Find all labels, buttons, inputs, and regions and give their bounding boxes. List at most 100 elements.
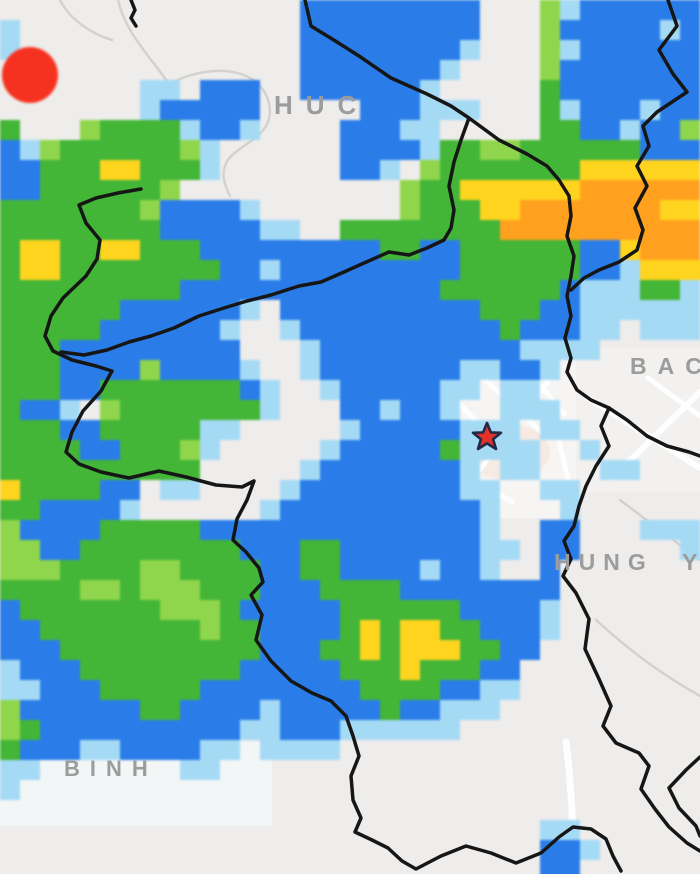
border-top-tip [129, 0, 138, 28]
radar-cell [500, 160, 520, 180]
radar-cell [120, 440, 140, 460]
radar-cell [540, 340, 560, 360]
radar-cell [520, 360, 540, 380]
radar-cell [140, 720, 160, 740]
radar-cell [200, 200, 220, 220]
radar-cell [380, 360, 400, 380]
radar-cell [420, 460, 440, 480]
radar-cell [540, 480, 560, 500]
radar-cell [660, 240, 680, 260]
radar-cell [380, 40, 400, 60]
radar-cell [520, 320, 540, 340]
radar-cell [380, 0, 400, 20]
radar-cell [60, 520, 80, 540]
radar-cell [140, 580, 160, 600]
radar-cell [620, 120, 640, 140]
radar-cell [60, 500, 80, 520]
radar-cell [540, 360, 560, 380]
radar-cell [360, 0, 380, 20]
radar-cell [220, 700, 240, 720]
radar-cell [140, 260, 160, 280]
radar-cell [280, 540, 300, 560]
selected-location-star-marker[interactable] [469, 419, 505, 455]
radar-cell [20, 460, 40, 480]
radar-cell [0, 760, 20, 780]
radar-cell [140, 600, 160, 620]
radar-cell [360, 260, 380, 280]
radar-cell [120, 160, 140, 180]
radar-cell [380, 320, 400, 340]
radar-cell [300, 340, 320, 360]
radar-cell [420, 520, 440, 540]
radar-cell [640, 200, 660, 220]
radar-cell [40, 380, 60, 400]
radar-cell [260, 240, 280, 260]
radar-cell [60, 740, 80, 760]
radar-cell [200, 760, 220, 780]
radar-cell [80, 580, 100, 600]
radar-cell [600, 280, 620, 300]
radar-cell [560, 20, 580, 40]
radar-cell [0, 560, 20, 580]
radar-cell [320, 500, 340, 520]
radar-cell [540, 20, 560, 40]
region-label-binh: BINH [64, 756, 158, 781]
radar-cell [500, 240, 520, 260]
radar-cell [40, 500, 60, 520]
radar-cell [160, 640, 180, 660]
radar-cell [40, 580, 60, 600]
radar-cell [20, 660, 40, 680]
radar-cell [500, 540, 520, 560]
radar-cell [480, 540, 500, 560]
radar-cell [100, 300, 120, 320]
radar-cell [660, 320, 680, 340]
radar-cell [380, 680, 400, 700]
radar-cell [240, 540, 260, 560]
radar-cell [440, 580, 460, 600]
radar-cell [180, 660, 200, 680]
radar-cell [100, 680, 120, 700]
radar-cell [640, 240, 660, 260]
radar-cell [540, 220, 560, 240]
radar-cell [80, 600, 100, 620]
radar-cell [360, 240, 380, 260]
radar-cell [0, 640, 20, 660]
radar-cell [440, 360, 460, 380]
radar-cell [360, 380, 380, 400]
radar-cell [340, 320, 360, 340]
radar-cell [40, 680, 60, 700]
radar-cell [180, 520, 200, 540]
radar-cell [680, 0, 700, 20]
radar-cell [240, 640, 260, 660]
current-location-dot-marker[interactable] [2, 47, 58, 103]
radar-cell [680, 260, 700, 280]
radar-cell [480, 680, 500, 700]
radar-cell [20, 520, 40, 540]
radar-cell [20, 500, 40, 520]
radar-cell [460, 500, 480, 520]
radar-cell [100, 140, 120, 160]
radar-cell [440, 100, 460, 120]
radar-cell [480, 260, 500, 280]
radar-cell [380, 580, 400, 600]
radar-cell [100, 260, 120, 280]
radar-cell [380, 600, 400, 620]
radar-cell [160, 260, 180, 280]
radar-cell [20, 700, 40, 720]
radar-cell [440, 60, 460, 80]
radar-cell [20, 380, 40, 400]
radar-cell [80, 640, 100, 660]
radar-cell [240, 660, 260, 680]
radar-cell [260, 560, 280, 580]
radar-cell [160, 360, 180, 380]
radar-cell [20, 480, 40, 500]
radar-cell [0, 460, 20, 480]
radar-cell [300, 320, 320, 340]
radar-cell [300, 740, 320, 760]
radar-cell [220, 260, 240, 280]
radar-cell [440, 40, 460, 60]
radar-cell [220, 200, 240, 220]
radar-cell [140, 620, 160, 640]
radar-cell [440, 400, 460, 420]
